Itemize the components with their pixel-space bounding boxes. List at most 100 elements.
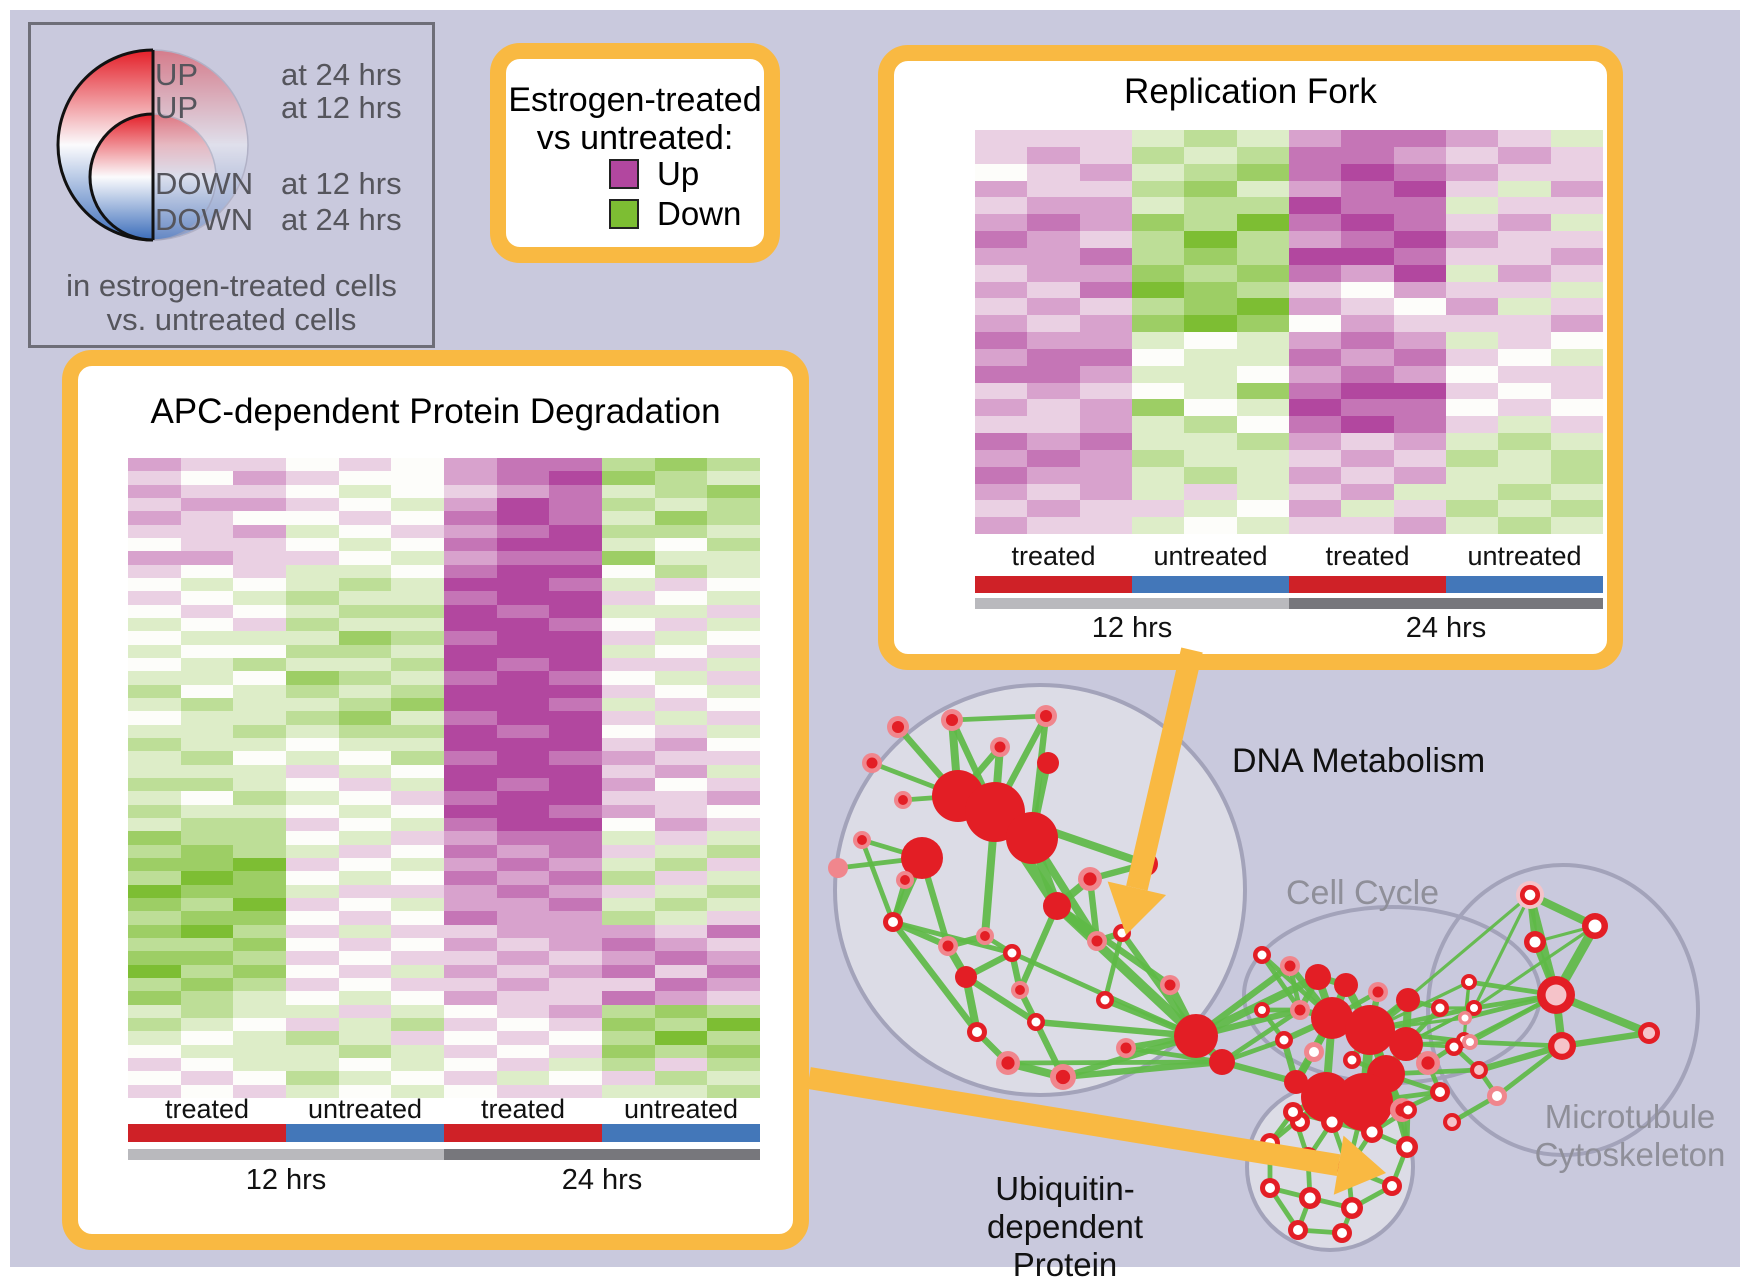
heatmap-cell (975, 433, 1028, 450)
heatmap-cell (233, 817, 286, 832)
heatmap-cell (1184, 466, 1237, 484)
heatmap-cell (602, 697, 655, 712)
heatmap-cell (1184, 433, 1237, 450)
heatmap-cell (180, 484, 234, 498)
direction-legend-box: UP at 24 hrs UP at 12 hrs DOWN at 12 hrs DOWN a… (28, 22, 435, 348)
heatmap-cell (707, 524, 760, 538)
heatmap-cell (496, 471, 550, 485)
heatmap-cell (975, 130, 1028, 147)
heatmap-cell (180, 564, 234, 578)
heatmap-cell (1184, 332, 1237, 349)
heatmap-cell (549, 964, 602, 978)
heatmap-cell (1184, 315, 1237, 332)
heatmap-cell (1550, 433, 1603, 450)
heatmap-cell (233, 991, 286, 1005)
heatmap-cell (391, 657, 444, 672)
heatmap-cell (496, 617, 550, 632)
heatmap-cell (444, 577, 497, 592)
heatmap-cell (444, 924, 497, 938)
heatmap-cell (233, 671, 286, 685)
heatmap-cell (1131, 231, 1185, 248)
direction-time: at 12 hrs (281, 166, 402, 201)
heatmap-cell (549, 751, 602, 765)
heatmap-cell (549, 591, 602, 605)
heatmap-cell (338, 871, 392, 885)
heatmap-cell (707, 1031, 760, 1045)
heatmap-cell (1288, 281, 1342, 299)
heatmap-cell (975, 348, 1028, 366)
heatmap-cell (128, 737, 181, 752)
heatmap-cell (1027, 332, 1080, 349)
heatmap-cell (975, 382, 1028, 400)
heatmap-cell (707, 844, 760, 858)
heatmap-cell (128, 977, 181, 992)
heatmap-cell (1341, 298, 1394, 316)
heatmap-cell (444, 964, 497, 978)
heatmap-cell (338, 1004, 392, 1018)
heatmap-cell (549, 791, 602, 805)
heatmap-cell (1288, 348, 1342, 366)
heatmap-cell (602, 604, 655, 618)
heatmap-cell (338, 644, 392, 658)
heatmap-cell (1341, 433, 1394, 450)
heatmap-cell (233, 964, 286, 978)
heatmap-cell (128, 1017, 181, 1032)
heatmap-cell (1079, 281, 1132, 299)
heatmap-cell (180, 844, 234, 858)
heatmap-cell (707, 591, 760, 605)
heatmap-cell (286, 617, 339, 632)
heatmap-cell (391, 897, 444, 912)
heatmap-cell (233, 471, 286, 485)
apc-condition-bars (128, 1124, 760, 1142)
heatmap-cell (707, 951, 760, 965)
heatmap-cell (496, 458, 550, 472)
heatmap-cell (1393, 214, 1446, 231)
heatmap-cell (1445, 483, 1499, 501)
heatmap-cell (496, 1031, 550, 1045)
heatmap-cell (1445, 449, 1499, 467)
heatmap-cell (602, 617, 655, 632)
heatmap-cell (549, 604, 602, 618)
heatmap-cell (654, 697, 708, 712)
heatmap-cell (180, 871, 234, 885)
heatmap-cell (1236, 365, 1289, 383)
heatmap-cell (549, 884, 602, 898)
heatmap-cell (338, 631, 392, 645)
group-label-treated: treated (1325, 541, 1410, 571)
heatmap-cell (1498, 332, 1551, 349)
heatmap-cell (1079, 500, 1132, 518)
heatmap-cell (128, 537, 181, 552)
heatmap-cell (1288, 332, 1342, 349)
heatmap-cell (338, 1044, 392, 1058)
heatmap-cell (549, 684, 602, 698)
heatmap-cell (128, 511, 181, 525)
heatmap-cell (707, 631, 760, 645)
heatmap-cell (233, 1071, 286, 1085)
heatmap-cell (233, 564, 286, 578)
heatmap-cell (1393, 298, 1446, 316)
heatmap-cell (233, 684, 286, 698)
heatmap-cell (1498, 348, 1551, 366)
heatmap-cell (128, 951, 181, 965)
heatmap-cell (391, 1044, 444, 1058)
heatmap-cell (1027, 483, 1080, 501)
heatmap-cell (286, 697, 339, 712)
heatmap-cell (1393, 264, 1446, 282)
heatmap-cell (1445, 146, 1499, 164)
heatmap-cell (549, 764, 602, 778)
heatmap-cell (338, 617, 392, 632)
heatmap-cell (1341, 214, 1394, 231)
heatmap-cell (1288, 247, 1342, 265)
heatmap-cell (654, 871, 708, 885)
heatmap-cell (233, 524, 286, 538)
heatmap-cell (975, 449, 1028, 467)
heatmap-cell (1027, 298, 1080, 316)
heatmap-cell (1341, 382, 1394, 400)
heatmap-cell (1184, 348, 1237, 366)
heatmap-cell (496, 791, 550, 805)
heatmap-cell (286, 937, 339, 952)
heatmap-cell (444, 991, 497, 1005)
up-color-swatch (609, 159, 639, 189)
heatmap-cell (128, 497, 181, 512)
heatmap-cell (180, 924, 234, 938)
